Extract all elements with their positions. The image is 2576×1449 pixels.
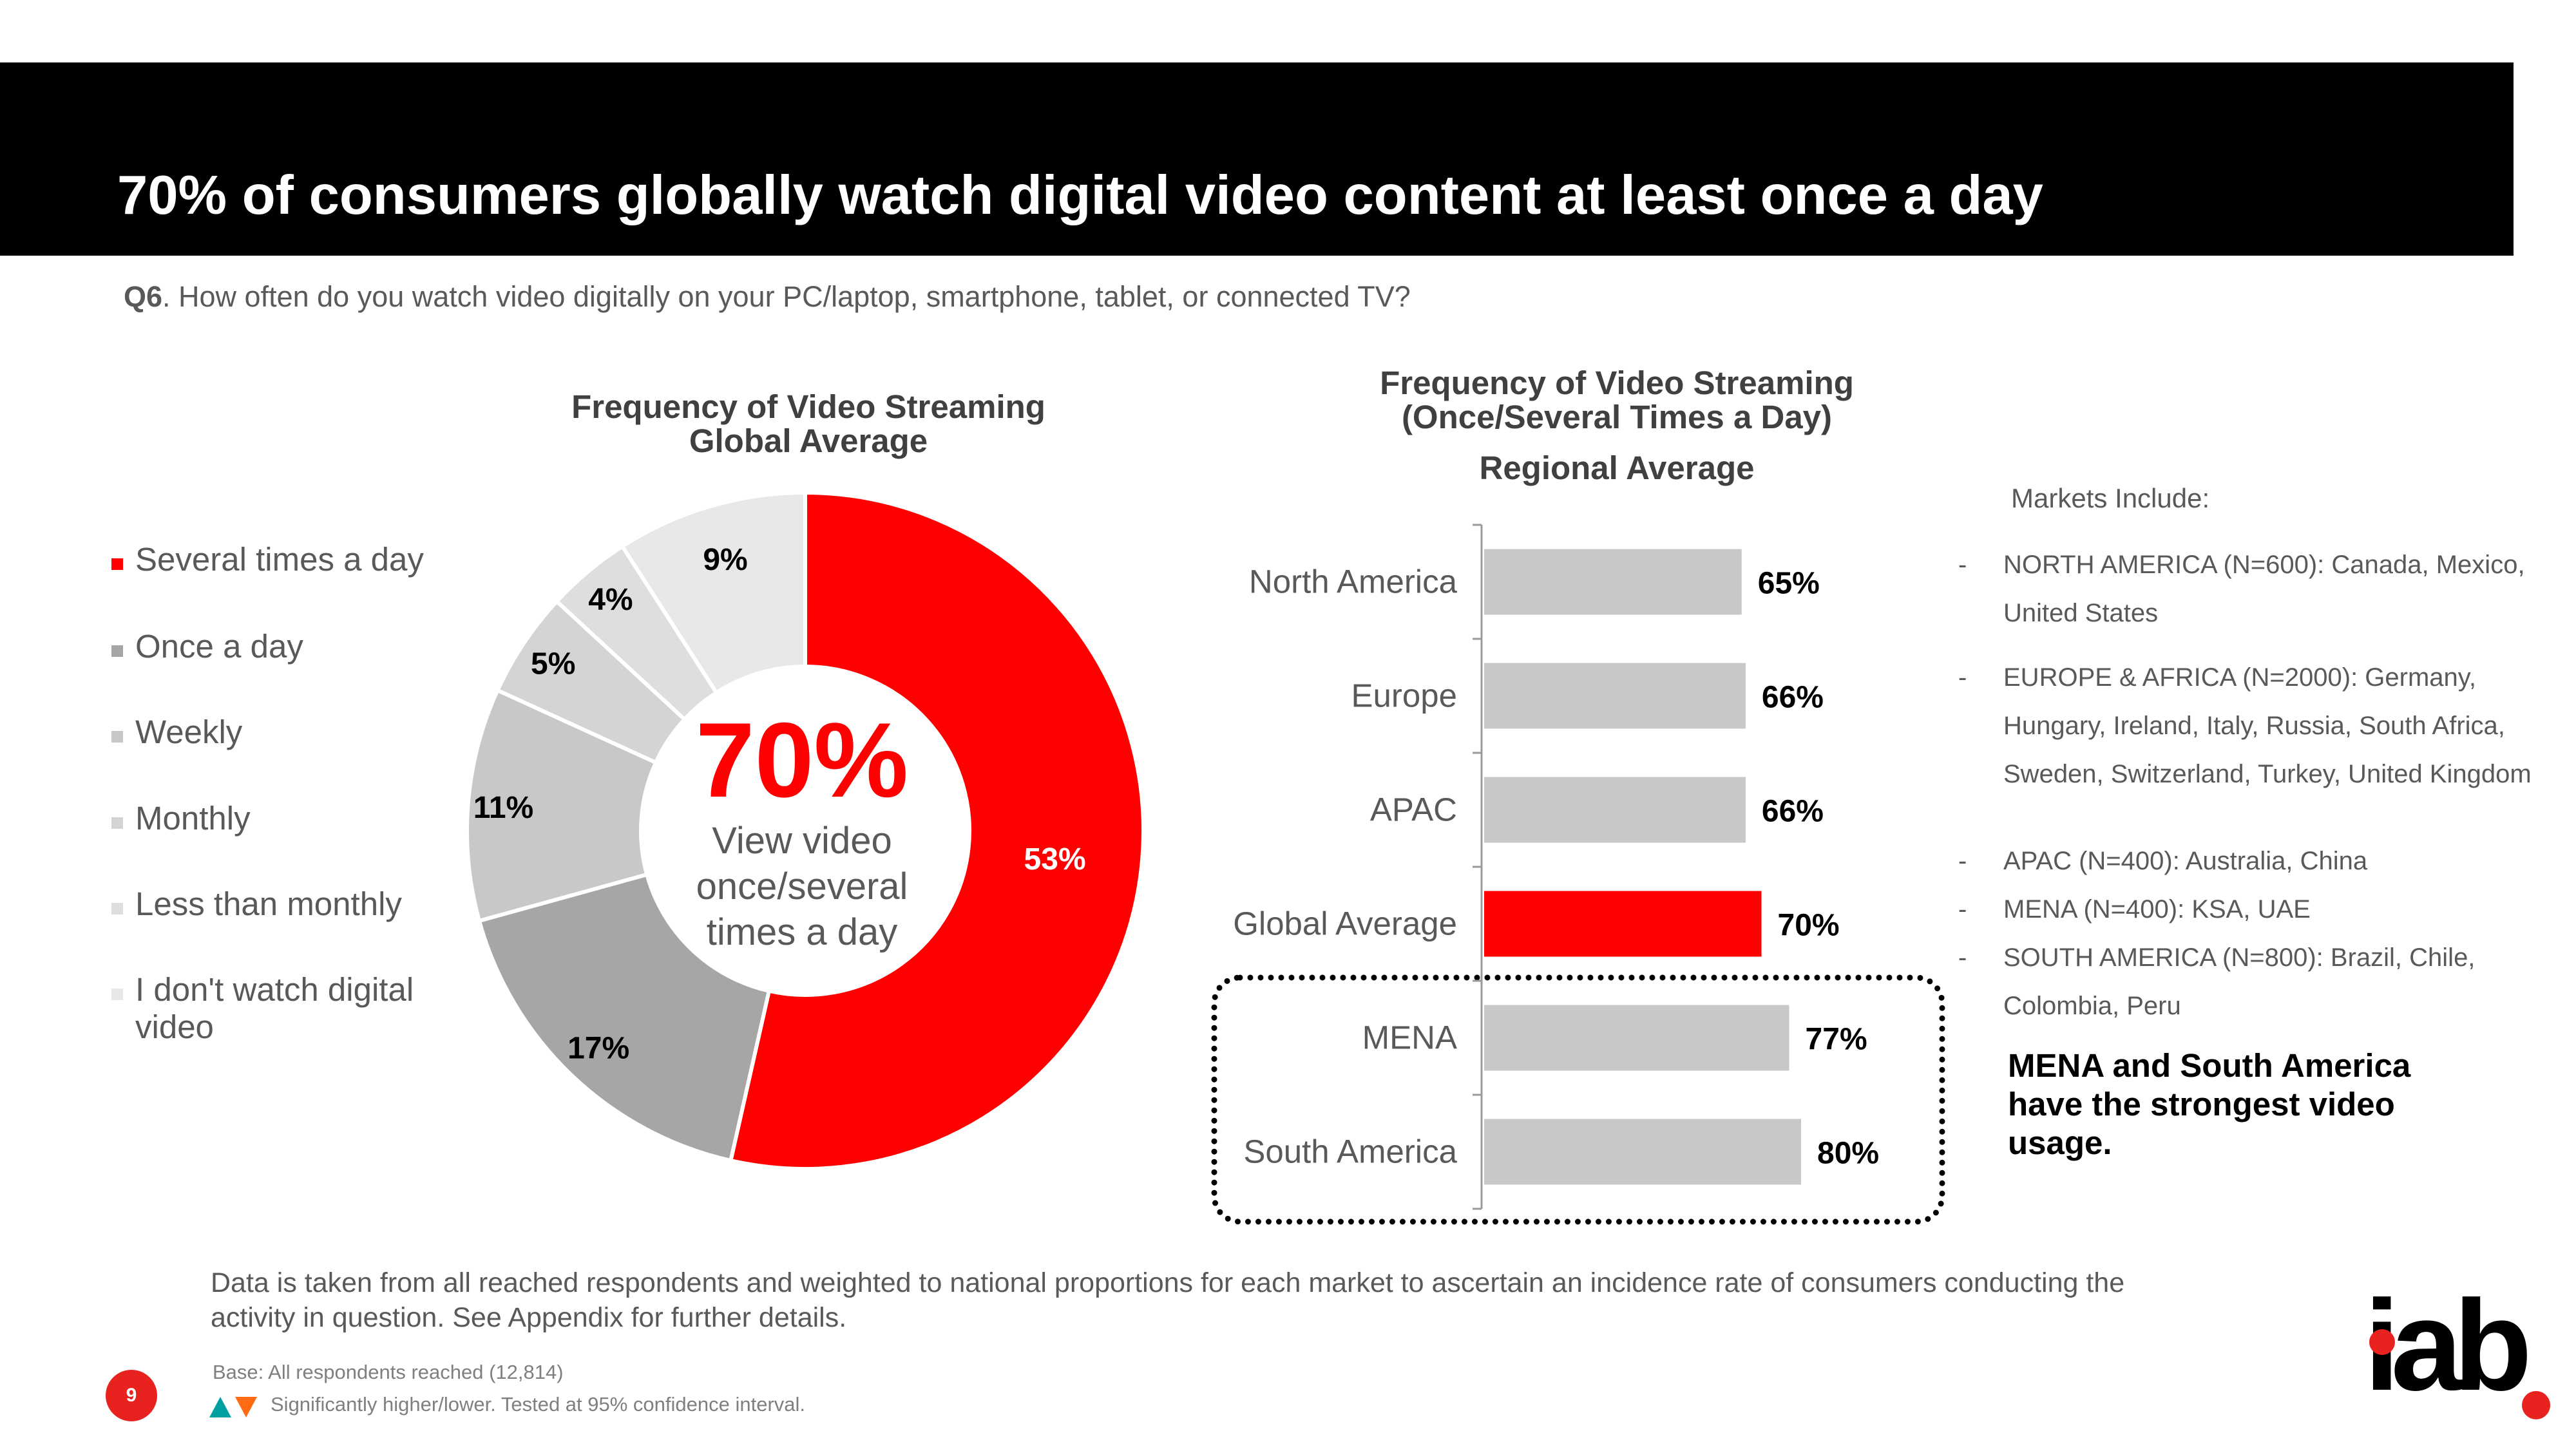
donut-center: 70% View video once/several times a day — [673, 702, 931, 955]
legend-label-1: Several times a day — [135, 541, 424, 578]
logo-red-period — [2522, 1391, 2550, 1419]
highlight-box — [1211, 974, 1945, 1225]
market-text: EUROPE & AFRICA (N=2000): Germany, Hunga… — [2003, 663, 2532, 788]
question-body: . How often do you watch video digitally… — [162, 280, 1411, 313]
bar-category-label: MENA — [1362, 1019, 1457, 1056]
donut-slice-2 — [477, 872, 772, 1163]
bar-north-america — [1484, 549, 1742, 615]
legend-swatch-3 — [111, 731, 123, 743]
bar-category-label: Europe — [1351, 677, 1457, 714]
donut-slice-1 — [728, 490, 1145, 1171]
iab-logo: iab — [2364, 1275, 2557, 1430]
legend-label-3: Weekly — [135, 714, 243, 750]
donut-data-label-4: 5% — [531, 647, 575, 681]
legend-swatch-4 — [111, 817, 123, 829]
donut-slices — [465, 490, 1145, 1171]
bar-mena — [1484, 1005, 1789, 1071]
markets-callout: MENA and South America have the stronges… — [2008, 1047, 2411, 1161]
bar-title-line1: Frequency of Video Streaming — [1380, 365, 1854, 401]
market-bullet: - — [1958, 943, 1967, 972]
highlight-box-outline — [1211, 974, 1945, 1225]
bar-marks: North America 65% Europe 66% APAC 66% Global A… — [1233, 549, 1879, 1185]
legend-label-2: Once a day — [135, 628, 303, 665]
market-bullet: - — [1958, 895, 1967, 923]
donut-title-line2: Global Average — [689, 422, 928, 459]
legend-label-4: Monthly — [135, 800, 251, 837]
donut-title-line1: Frequency of Video Streaming — [571, 388, 1045, 425]
bar-data-label: 80% — [1817, 1137, 1879, 1171]
donut-center-line2: once/several — [696, 866, 908, 907]
question-text: Q6. How often do you watch video digital… — [124, 280, 1411, 314]
logo-red-dot — [2369, 1329, 2395, 1355]
donut-slice-6 — [620, 490, 807, 696]
bar-europe — [1484, 663, 1746, 729]
donut-chart: 53% 17% 11% 5% 4% 9% — [465, 490, 1145, 1171]
markets-heading: Markets Include: — [2011, 483, 2210, 513]
footnote: Data is taken from all reached responden… — [211, 1267, 2125, 1333]
bar-data-label: 66% — [1762, 795, 1824, 829]
up-arrow-icon — [209, 1397, 231, 1417]
bar-data-label: 66% — [1762, 681, 1824, 715]
market-text: MENA (N=400): KSA, UAE — [2003, 895, 2311, 923]
significance-note: Significantly higher/lower. Tested at 95… — [271, 1393, 806, 1416]
legend-swatch-1 — [111, 558, 123, 570]
base-note: Base: All respondents reached (12,814) — [213, 1361, 564, 1383]
legend-label-5: Less than monthly — [135, 886, 402, 922]
bar-category-label: North America — [1249, 564, 1458, 600]
bar-axis — [1473, 524, 1483, 1210]
bar-chart: North America 65% Europe 66% APAC 66% Global A… — [1211, 524, 1945, 1225]
bar-apac — [1484, 777, 1746, 843]
bar-data-label: 77% — [1806, 1023, 1867, 1057]
market-bullet: - — [1958, 847, 1967, 875]
legend-swatch-6 — [111, 989, 123, 1000]
donut-center-line3: times a day — [706, 911, 898, 953]
slide-title: 70% of consumers globally watch digital … — [117, 165, 2043, 226]
bar-global-average — [1484, 891, 1762, 957]
bar-data-label: 65% — [1758, 567, 1820, 601]
bar-title-line2: (Once/Several Times a Day) — [1401, 399, 1833, 435]
market-text: APAC (N=400): Australia, China — [2003, 847, 2368, 875]
title-bar — [0, 62, 2514, 256]
donut-slice-3 — [465, 687, 659, 923]
market-text: NORTH AMERICA (N=600): Canada, Mexico, U… — [2003, 551, 2525, 627]
question-label: Q6 — [124, 280, 163, 313]
donut-center-line1: View video — [712, 820, 892, 862]
donut-data-label-1: 53% — [1024, 842, 1086, 876]
legend-label-6: I don't watch digital video — [135, 971, 414, 1045]
bar-category-label: South America — [1243, 1133, 1457, 1170]
legend-swatch-5 — [111, 903, 123, 914]
legend-swatch-2 — [111, 645, 123, 657]
bar-category-label: APAC — [1370, 791, 1457, 828]
bar-category-label: Global Average — [1233, 905, 1457, 942]
donut-data-label-6: 9% — [703, 543, 747, 577]
market-bullet: - — [1958, 551, 1967, 579]
page-number-badge: 9 — [106, 1370, 157, 1421]
bar-south-america — [1484, 1119, 1801, 1185]
down-arrow-icon — [235, 1397, 257, 1417]
significance-arrows-icon — [209, 1397, 257, 1417]
donut-data-label-5: 4% — [588, 583, 633, 617]
market-text: SOUTH AMERICA (N=800): Brazil, Chile, Co… — [2003, 943, 2476, 1020]
donut-data-label-3: 11% — [473, 791, 533, 825]
donut-labels: 53% 17% 11% 5% 4% 9% — [473, 543, 1086, 1066]
market-bullet: - — [1958, 663, 1967, 692]
donut-center-value: 70% — [695, 701, 909, 819]
donut-data-label-2: 17% — [568, 1032, 629, 1066]
bar-chart-subtitle: Regional Average — [1479, 450, 1755, 486]
bar-data-label: 70% — [1778, 909, 1840, 943]
